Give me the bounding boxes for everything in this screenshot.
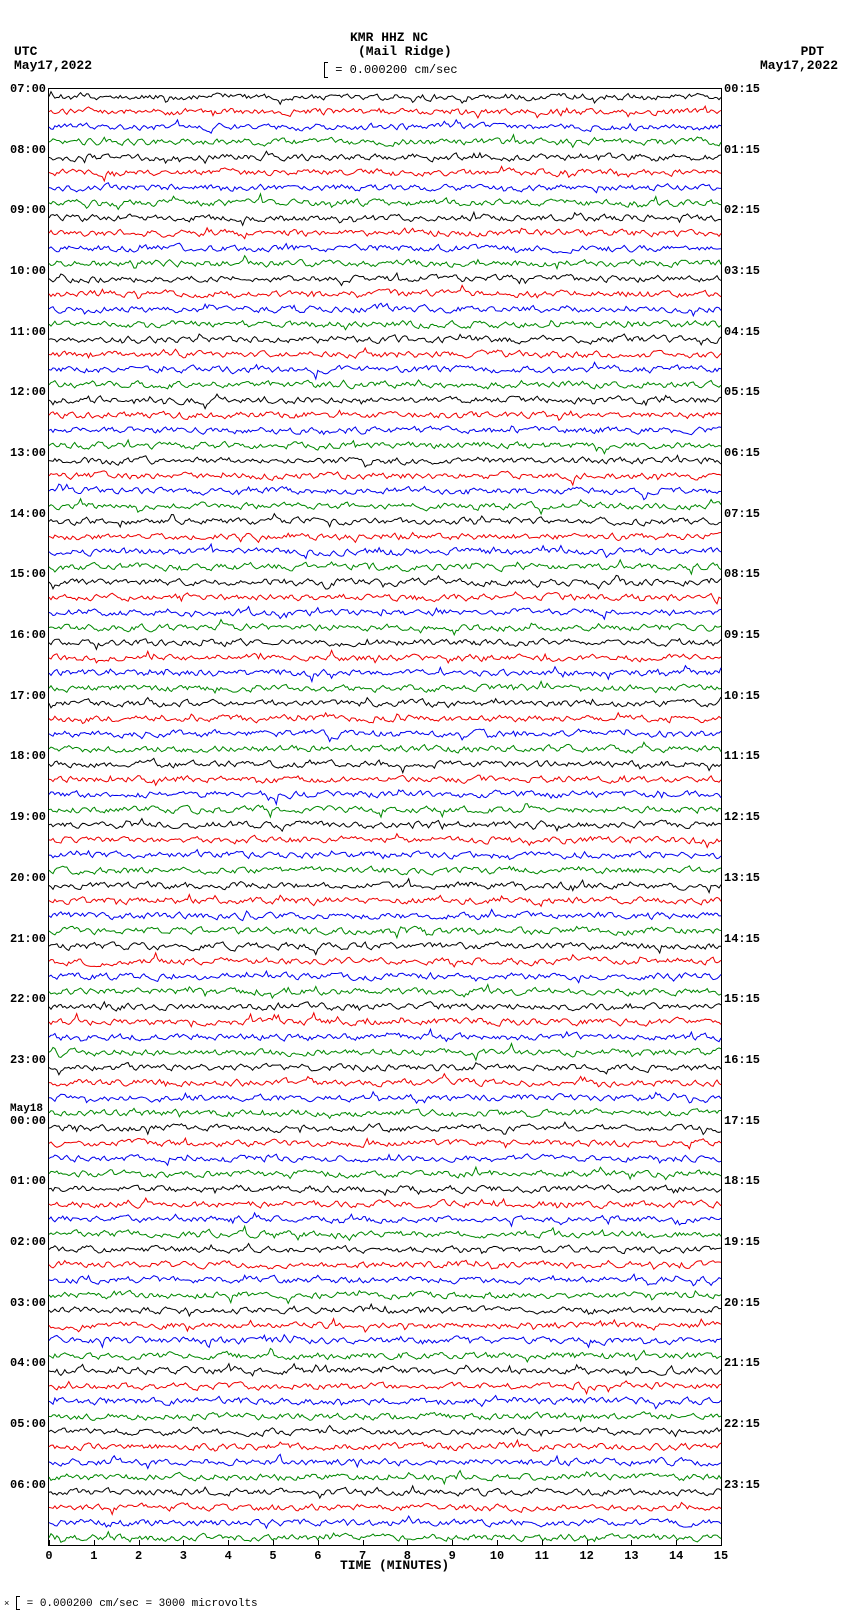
pdt-hour-label: 23:15 xyxy=(724,1478,760,1492)
xtick-mark xyxy=(318,1540,319,1546)
xtick-mark xyxy=(542,1540,543,1546)
pdt-hour-label: 18:15 xyxy=(724,1174,760,1188)
pdt-hour-label: 20:15 xyxy=(724,1296,760,1310)
utc-hour-label: 17:00 xyxy=(10,689,46,703)
pdt-hour-label: 19:15 xyxy=(724,1235,760,1249)
pdt-hour-label: 16:15 xyxy=(724,1053,760,1067)
xtick-mark xyxy=(273,1540,274,1546)
pdt-hour-label: 11:15 xyxy=(724,749,760,763)
location-title: (Mail Ridge) xyxy=(358,44,452,59)
utc-hour-label: 04:00 xyxy=(10,1356,46,1370)
utc-hour-label: 08:00 xyxy=(10,143,46,157)
pdt-hour-label: 21:15 xyxy=(724,1356,760,1370)
xtick-label: 11 xyxy=(535,1549,549,1563)
xtick-mark xyxy=(721,1540,722,1546)
utc-hour-label: 09:00 xyxy=(10,203,46,217)
utc-hour-label: 18:00 xyxy=(10,749,46,763)
pdt-hour-label: 04:15 xyxy=(724,325,760,339)
pdt-hour-label: 15:15 xyxy=(724,992,760,1006)
xtick-mark xyxy=(407,1540,408,1546)
xtick-label: 9 xyxy=(449,1549,456,1563)
xtick-label: 4 xyxy=(225,1549,232,1563)
utc-hour-label: 07:00 xyxy=(10,82,46,96)
xtick-label: 13 xyxy=(624,1549,638,1563)
scale-indicator: = 0.000200 cm/sec xyxy=(324,62,458,78)
pdt-hour-label: 02:15 xyxy=(724,203,760,217)
pdt-hour-label: 17:15 xyxy=(724,1114,760,1128)
utc-hour-label: 03:00 xyxy=(10,1296,46,1310)
xtick-label: 3 xyxy=(180,1549,187,1563)
pdt-hour-label: 12:15 xyxy=(724,810,760,824)
scale-text: = 0.000200 cm/sec xyxy=(335,63,457,77)
utc-hour-label: 13:00 xyxy=(10,446,46,460)
right-date: May17,2022 xyxy=(760,58,838,73)
pdt-hour-label: 07:15 xyxy=(724,507,760,521)
xtick-mark xyxy=(676,1540,677,1546)
pdt-hour-label: 05:15 xyxy=(724,385,760,399)
utc-hour-label: 11:00 xyxy=(10,325,46,339)
utc-hour-label: 14:00 xyxy=(10,507,46,521)
xtick-label: 1 xyxy=(90,1549,97,1563)
utc-hour-label: 16:00 xyxy=(10,628,46,642)
station-title: KMR HHZ NC xyxy=(350,30,428,45)
pdt-hour-label: 08:15 xyxy=(724,567,760,581)
xtick-mark xyxy=(94,1540,95,1546)
x-axis-label: TIME (MINUTES) xyxy=(340,1558,449,1573)
xtick-label: 15 xyxy=(714,1549,728,1563)
pdt-hour-label: 00:15 xyxy=(724,82,760,96)
utc-hour-label: 06:00 xyxy=(10,1478,46,1492)
utc-hour-label: 22:00 xyxy=(10,992,46,1006)
pdt-hour-label: 13:15 xyxy=(724,871,760,885)
utc-hour-label: 19:00 xyxy=(10,810,46,824)
xtick-label: 2 xyxy=(135,1549,142,1563)
xtick-mark xyxy=(631,1540,632,1546)
utc-hour-label: 05:00 xyxy=(10,1417,46,1431)
pdt-hour-label: 06:15 xyxy=(724,446,760,460)
left-tz: UTC xyxy=(14,44,37,59)
pdt-hour-label: 09:15 xyxy=(724,628,760,642)
footer-scale: × = 0.000200 cm/sec = 3000 microvolts xyxy=(4,1596,258,1610)
xtick-mark xyxy=(183,1540,184,1546)
right-tz: PDT xyxy=(801,44,824,59)
left-date: May17,2022 xyxy=(14,58,92,73)
utc-hour-label: 10:00 xyxy=(10,264,46,278)
utc-hour-label: 02:00 xyxy=(10,1235,46,1249)
xtick-mark xyxy=(228,1540,229,1546)
pdt-hour-label: 01:15 xyxy=(724,143,760,157)
xtick-mark xyxy=(363,1540,364,1546)
seismogram-container: KMR HHZ NC (Mail Ridge) UTC May17,2022 P… xyxy=(0,0,850,1613)
pdt-hour-label: 14:15 xyxy=(724,932,760,946)
seismic-trace xyxy=(49,89,721,1545)
xtick-mark xyxy=(139,1540,140,1546)
helicorder-plot: 0123456789101112131415 xyxy=(48,88,722,1546)
utc-hour-label: 20:00 xyxy=(10,871,46,885)
utc-hour-label: 00:00 xyxy=(10,1114,46,1128)
utc-hour-label: 21:00 xyxy=(10,932,46,946)
xtick-label: 0 xyxy=(45,1549,52,1563)
pdt-hour-label: 10:15 xyxy=(724,689,760,703)
xtick-mark xyxy=(497,1540,498,1546)
utc-hour-label: 23:00 xyxy=(10,1053,46,1067)
xtick-label: 6 xyxy=(314,1549,321,1563)
xtick-label: 5 xyxy=(269,1549,276,1563)
xtick-label: 12 xyxy=(579,1549,593,1563)
xtick-label: 10 xyxy=(490,1549,504,1563)
xtick-mark xyxy=(587,1540,588,1546)
xtick-label: 14 xyxy=(669,1549,683,1563)
utc-hour-label: 01:00 xyxy=(10,1174,46,1188)
pdt-hour-label: 03:15 xyxy=(724,264,760,278)
pdt-hour-label: 22:15 xyxy=(724,1417,760,1431)
xtick-mark xyxy=(49,1540,50,1546)
utc-hour-label: 15:00 xyxy=(10,567,46,581)
xtick-mark xyxy=(452,1540,453,1546)
utc-hour-label: 12:00 xyxy=(10,385,46,399)
